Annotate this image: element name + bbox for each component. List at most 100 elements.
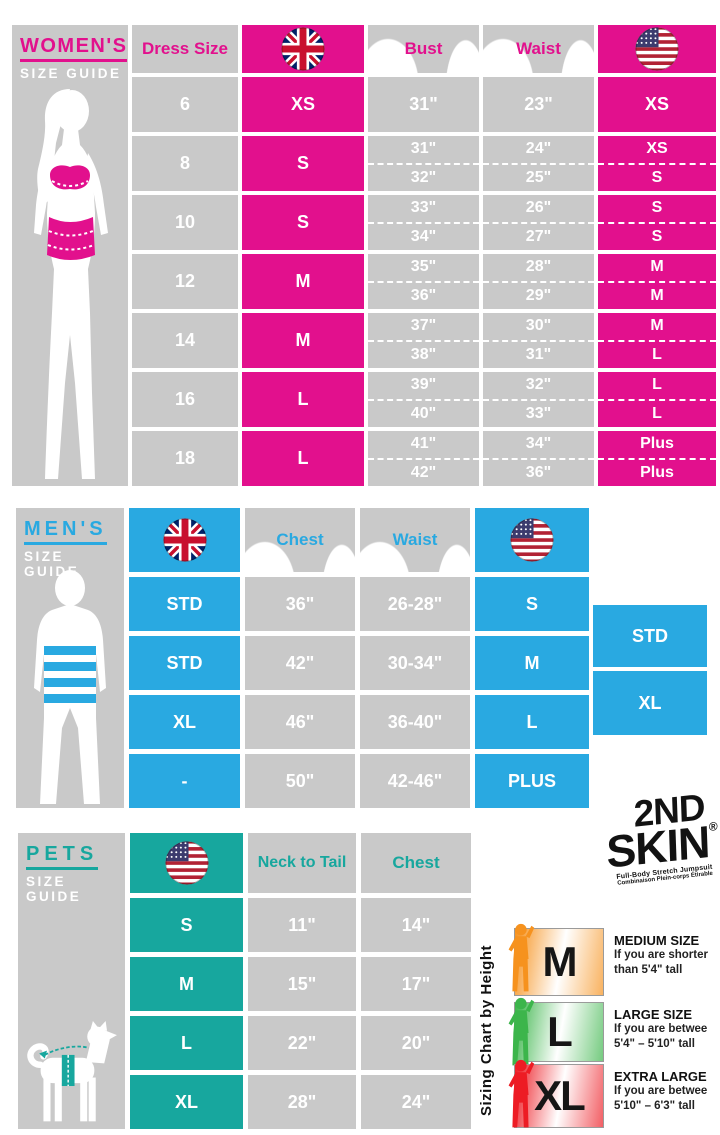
neck-to-tail-cell: 28": [248, 1075, 356, 1129]
waist-cell: 24" 25": [483, 136, 594, 191]
us-size-cell: M M: [598, 254, 716, 309]
dress-size-cell: 10: [132, 195, 238, 250]
womens-label-column: WOMEN'S SIZE GUIDE: [12, 25, 128, 486]
dress-size-cell: 14: [132, 313, 238, 368]
bust-cell: 37" 38": [368, 313, 479, 368]
waist-cell: 34" 36": [483, 431, 594, 486]
height-legend-vertical-label: Sizing Chart by Height: [478, 944, 495, 1116]
waist-cell: 26" 27": [483, 195, 594, 250]
brand-logo: 2ND SKIN® Full-Body Stretch Jumpsuit Com…: [598, 786, 720, 888]
us-size-cell: M L: [598, 313, 716, 368]
womens-title: WOMEN'S: [20, 35, 128, 62]
large-size-box: L: [508, 997, 604, 1066]
womens-subtitle: SIZE GUIDE: [20, 66, 122, 81]
waist-cell: 36-40": [360, 695, 470, 749]
extra-large-size-text: EXTRA LARGE If you are betwee 5'10" – 6'…: [614, 1069, 708, 1112]
uk-size-cell: XS: [242, 77, 364, 132]
mens-size-table: MEN'S SIZE GUIDE Chest Waist STD 36" 26-…: [16, 508, 589, 808]
bust-cell: 31" 32": [368, 136, 479, 191]
pets-header-chest: Chest: [361, 833, 471, 893]
large-size-text: LARGE SIZE If you are betwee 5'4" – 5'10…: [614, 1007, 708, 1050]
pets-label-column: PETS SIZE GUIDE: [18, 833, 125, 1129]
womens-header-us: [598, 25, 716, 73]
mens-title: MEN'S: [24, 518, 107, 545]
uk-size-cell: XL: [129, 695, 240, 749]
uk-size-cell: S: [242, 195, 364, 250]
womens-header-uk: [242, 25, 364, 73]
mens-subtitle: SIZE GUIDE: [24, 549, 80, 579]
pets-title: PETS: [26, 843, 99, 870]
chest-cell: 20": [361, 1016, 471, 1070]
chest-cell: 42": [245, 636, 355, 690]
dress-size-cell: 12: [132, 254, 238, 309]
pet-size-cell: M: [130, 957, 243, 1011]
us-size-cell: S: [475, 577, 589, 631]
medium-size-text: MEDIUM SIZE If you are shorter than 5'4"…: [614, 933, 708, 976]
mens-header-waist: Waist: [360, 508, 470, 572]
dress-size-cell: 6: [132, 77, 238, 132]
us-flag-icon: [634, 26, 680, 72]
uk-size-cell: S: [242, 136, 364, 191]
person-figure-icon: [508, 1059, 535, 1128]
waist-cell: 42-46": [360, 754, 470, 808]
extra-large-size-box: XL: [508, 1059, 604, 1128]
chest-cell: 17": [361, 957, 471, 1011]
man-silhouette: [34, 570, 106, 804]
pet-size-cell: XL: [130, 1075, 243, 1129]
waist-cell: 30" 31": [483, 313, 594, 368]
waist-cell: 23": [483, 77, 594, 132]
us-size-cell: XS S: [598, 136, 716, 191]
chest-cell: 36": [245, 577, 355, 631]
us-flag-icon: [164, 840, 210, 886]
bust-cell: 31": [368, 77, 479, 132]
chest-cell: 24": [361, 1075, 471, 1129]
us-size-cell: L: [475, 695, 589, 749]
chest-cell: 46": [245, 695, 355, 749]
height-legend-large: L LARGE SIZE If you are betwee 5'4" – 5'…: [508, 997, 718, 1066]
mens-header-chest: Chest: [245, 508, 355, 572]
bust-cell: 41" 42": [368, 431, 479, 486]
waist-cell: 28" 29": [483, 254, 594, 309]
uk-size-cell: -: [129, 754, 240, 808]
womens-size-table: WOMEN'S SIZE GUIDE Dress Size Bust Waist: [12, 25, 716, 486]
mens-header-us: [475, 508, 589, 572]
size-letter: L: [547, 1008, 573, 1055]
mens-extra-std-cell: STD: [593, 605, 707, 667]
womens-header-waist: Waist: [483, 25, 594, 73]
pets-header-neck-to-tail: Neck to Tail: [248, 833, 356, 893]
medium-size-box: M: [508, 923, 604, 996]
uk-flag-icon: [162, 517, 208, 563]
dress-size-cell: 18: [132, 431, 238, 486]
neck-to-tail-cell: 11": [248, 898, 356, 952]
waist-cell: 26-28": [360, 577, 470, 631]
dress-size-cell: 16: [132, 372, 238, 427]
mens-extra-xl-cell: XL: [593, 671, 707, 735]
neck-to-tail-cell: 15": [248, 957, 356, 1011]
uk-size-cell: L: [242, 431, 364, 486]
size-letter: M: [542, 938, 578, 985]
size-letter: XL: [534, 1072, 586, 1119]
logo-line-skin: SKIN®: [605, 815, 717, 878]
us-size-cell: L L: [598, 372, 716, 427]
uk-size-cell: M: [242, 313, 364, 368]
registered-mark: ®: [708, 818, 717, 834]
us-size-cell: XS: [598, 77, 716, 132]
mens-label-column: MEN'S SIZE GUIDE: [16, 508, 124, 808]
chest-cell: 14": [361, 898, 471, 952]
neck-to-tail-cell: 22": [248, 1016, 356, 1070]
us-flag-icon: [509, 517, 555, 563]
waist-cell: 30-34": [360, 636, 470, 690]
bust-cell: 35" 36": [368, 254, 479, 309]
waist-cell: 32" 33": [483, 372, 594, 427]
us-size-cell: Plus Plus: [598, 431, 716, 486]
us-size-cell: S S: [598, 195, 716, 250]
bust-cell: 39" 40": [368, 372, 479, 427]
us-size-cell: M: [475, 636, 589, 690]
womens-header-bust: Bust: [368, 25, 479, 73]
height-legend-extra-large: XL EXTRA LARGE If you are betwee 5'10" –…: [508, 1059, 718, 1128]
height-legend-medium: M MEDIUM SIZE If you are shorter than 5'…: [508, 923, 718, 996]
pets-subtitle: SIZE GUIDE: [26, 874, 82, 904]
uk-size-cell: STD: [129, 636, 240, 690]
uk-size-cell: M: [242, 254, 364, 309]
